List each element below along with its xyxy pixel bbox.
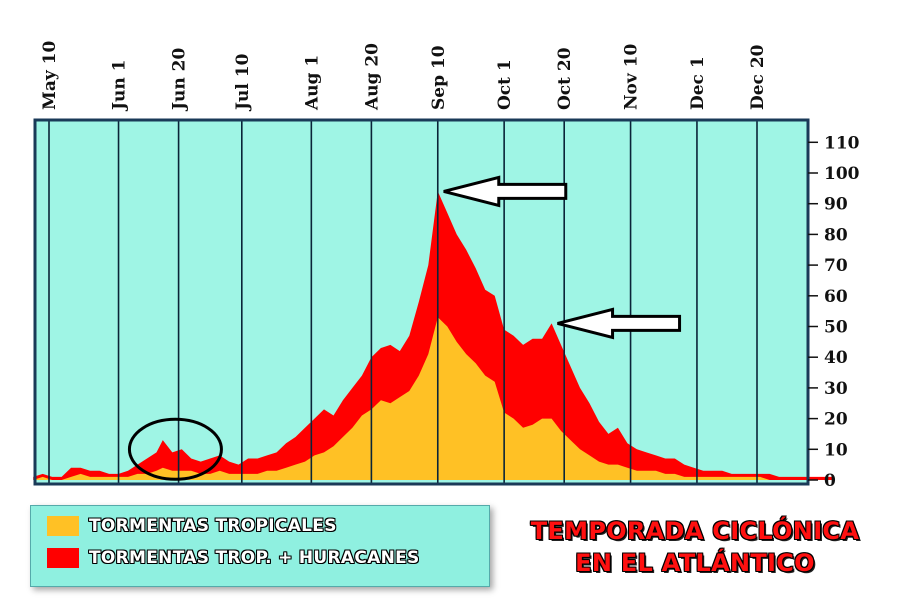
legend-label-tropical-storms: TORMENTAS TROPICALES bbox=[89, 516, 337, 536]
x-tick-label: Sep 10 bbox=[429, 45, 449, 110]
legend-swatch-storms-hurricanes bbox=[47, 548, 79, 568]
y-tick-label: 10 bbox=[824, 440, 848, 460]
x-tick-label: Jun 1 bbox=[110, 59, 130, 112]
areas-layer bbox=[33, 191, 833, 480]
gridlines bbox=[48, 120, 758, 484]
y-tick-label: 30 bbox=[824, 379, 848, 399]
legend-item-storms-hurricanes: TORMENTAS TROP. + HURACANES bbox=[47, 546, 420, 570]
x-tick-label: Aug 20 bbox=[362, 43, 382, 111]
chart-title: TEMPORADA CICLÓNICA EN EL ATLÁNTICO bbox=[500, 515, 890, 579]
x-axis: May 10 Jun 1 Jun 20 Jul 10 Aug 1 Aug 20 Sep 10… bbox=[40, 41, 768, 112]
x-tick-label: Aug 1 bbox=[302, 55, 322, 111]
chart-title-line-2: EN EL ATLÁNTICO bbox=[575, 549, 815, 577]
chart-title-line-1: TEMPORADA CICLÓNICA bbox=[530, 517, 860, 545]
x-tick-label: Oct 20 bbox=[555, 47, 575, 110]
x-tick-label: May 10 bbox=[40, 41, 60, 110]
y-tick-label: 60 bbox=[824, 287, 848, 307]
x-tick-label: Dec 1 bbox=[688, 56, 708, 110]
x-tick-label: Dec 20 bbox=[748, 44, 768, 110]
arrow-secondary-peak bbox=[557, 307, 682, 340]
y-tick-label: 20 bbox=[824, 410, 848, 430]
plot-border bbox=[33, 118, 810, 486]
y-axis: 0 10 20 30 40 50 60 70 80 90 100 110 bbox=[808, 133, 860, 491]
y-tick-label: 100 bbox=[824, 164, 860, 184]
y-tick-label: 50 bbox=[824, 318, 848, 338]
legend: TORMENTAS TROPICALES TORMENTAS TROP. + H… bbox=[30, 505, 490, 587]
area-tropical-storms bbox=[33, 317, 833, 480]
annotations bbox=[127, 175, 682, 481]
x-tick-label: Jun 20 bbox=[170, 47, 190, 112]
legend-item-tropical-storms: TORMENTAS TROPICALES bbox=[47, 514, 337, 538]
x-tick-label: Oct 1 bbox=[495, 59, 515, 110]
y-tick-label: 110 bbox=[824, 133, 860, 153]
y-tick-label: 80 bbox=[824, 225, 848, 245]
legend-label-storms-hurricanes: TORMENTAS TROP. + HURACANES bbox=[89, 548, 420, 568]
y-tick-label: 40 bbox=[824, 348, 848, 368]
x-tick-label: Nov 10 bbox=[622, 43, 642, 110]
y-tick-label: 90 bbox=[824, 195, 848, 215]
y-tick-label: 70 bbox=[824, 256, 848, 276]
highlight-ellipse bbox=[127, 417, 223, 481]
y-tick-label: 0 bbox=[824, 471, 836, 491]
arrow-peak bbox=[443, 175, 568, 208]
x-tick-label: Jul 10 bbox=[233, 53, 253, 112]
legend-swatch-tropical-storms bbox=[47, 516, 79, 536]
